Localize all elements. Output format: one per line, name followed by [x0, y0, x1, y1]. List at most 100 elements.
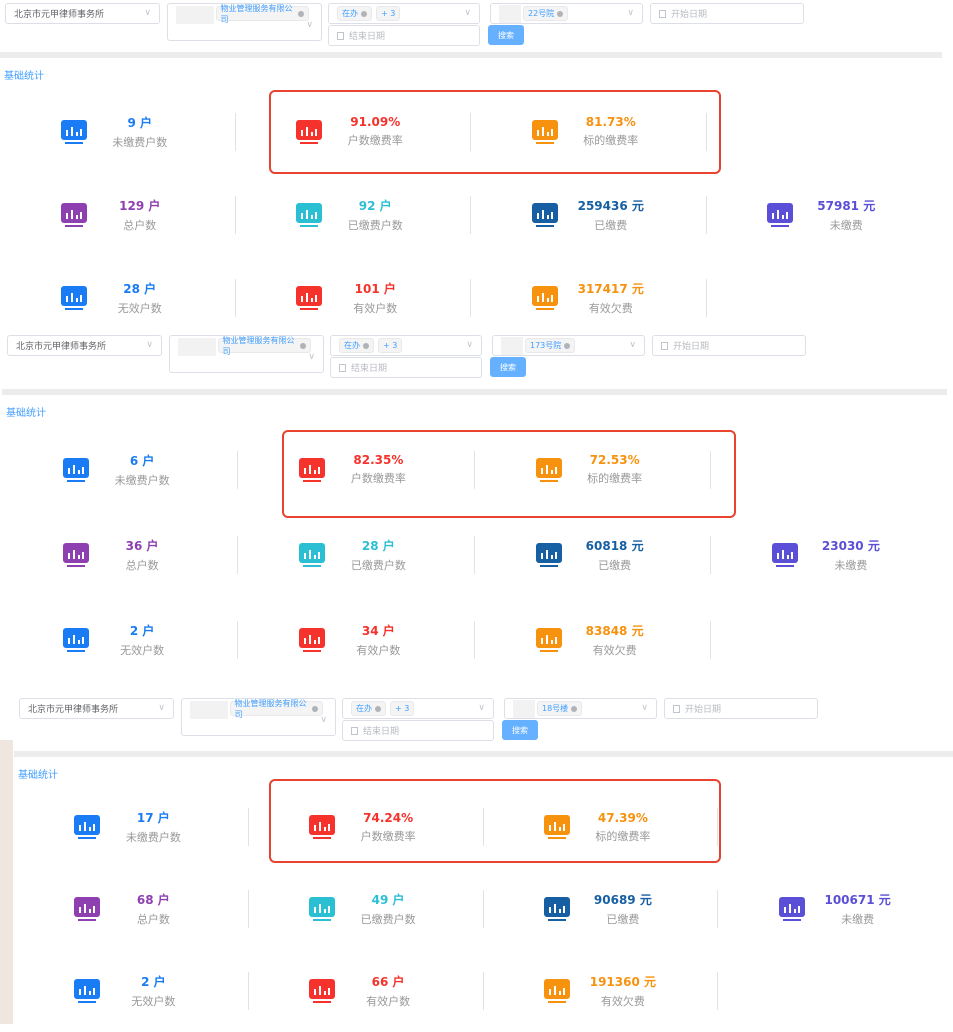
- stat-card: 28 户 无效户数: [0, 256, 236, 339]
- status-select[interactable]: 在办 + 3 ∨: [330, 335, 482, 356]
- stat-value: 91.09%: [350, 115, 401, 129]
- stat-card: 90689 元 已缴费: [484, 868, 719, 950]
- start-date-input[interactable]: 开始日期: [652, 335, 806, 356]
- stat-card: 92 户 已缴费户数: [236, 173, 472, 256]
- company-select[interactable]: 物业管理服务有限公司 ∨: [169, 335, 324, 373]
- stat-value: 90689 元: [593, 893, 652, 907]
- stat-value: 259436 元: [577, 198, 644, 213]
- end-date-input[interactable]: 结束日期: [330, 357, 482, 378]
- bar-chart-monitor-icon: [63, 627, 90, 652]
- close-icon[interactable]: [300, 342, 306, 349]
- chevron-down-icon: ∨: [629, 340, 636, 350]
- stat-value: 17 户: [136, 811, 170, 825]
- highlight-box: [269, 779, 721, 863]
- stat-card: 81.73% 标的缴费率: [471, 90, 707, 173]
- close-icon[interactable]: [557, 10, 564, 17]
- stat-value: 47.39%: [597, 810, 648, 825]
- stat-label: 标的缴费率: [595, 829, 651, 843]
- bar-chart-monitor-icon: [296, 119, 323, 144]
- bar-chart-monitor-icon: [296, 285, 323, 310]
- bar-chart-monitor-icon: [74, 897, 101, 921]
- end-date-input[interactable]: 结束日期: [328, 25, 480, 46]
- bar-chart-monitor-icon: [778, 897, 805, 921]
- empty-cell: [711, 427, 947, 512]
- building-select[interactable]: 173号院 ∨: [492, 335, 645, 356]
- search-button[interactable]: 搜索: [490, 357, 526, 377]
- stats-panel: 北京市元甲律师事务所 ∨ 物业管理服务有限公司 ∨ 在办 + 3 ∨ 结束日期 173号…: [2, 332, 947, 682]
- building-select[interactable]: 22号院 ∨: [490, 3, 643, 24]
- stat-label: 未缴费户数: [114, 473, 170, 487]
- highlight-box: [269, 90, 721, 174]
- chevron-down-icon: ∨: [306, 20, 313, 30]
- stat-label: 无效户数: [117, 301, 162, 315]
- section-title: 基础统计: [6, 408, 46, 419]
- org-select[interactable]: 北京市元甲律师事务所 ∨: [7, 335, 162, 356]
- search-button[interactable]: 搜索: [488, 25, 524, 45]
- stat-value: 83848 元: [585, 623, 644, 638]
- stat-label: 有效户数: [353, 301, 398, 315]
- start-date-input[interactable]: 开始日期: [664, 698, 818, 719]
- chevron-down-icon: ∨: [466, 340, 473, 350]
- stat-label: 未缴费: [829, 218, 863, 232]
- org-select[interactable]: 北京市元甲律师事务所 ∨: [5, 3, 160, 24]
- close-icon[interactable]: [361, 10, 367, 17]
- stat-value: 100671 元: [824, 893, 891, 907]
- end-date-input[interactable]: 结束日期: [342, 720, 494, 741]
- stat-value: 28 户: [123, 281, 157, 296]
- bar-chart-monitor-icon: [60, 285, 87, 310]
- close-icon[interactable]: [312, 705, 318, 712]
- stat-label: 无效户数: [120, 643, 165, 657]
- calendar-icon: [351, 726, 358, 735]
- company-select[interactable]: 物业管理服务有限公司 ∨: [167, 3, 322, 41]
- start-date-input[interactable]: 开始日期: [650, 3, 804, 24]
- stat-value: 66 户: [371, 975, 405, 989]
- stat-label: 户数缴费率: [347, 134, 403, 147]
- empty-cell: [711, 597, 947, 682]
- bar-chart-monitor-icon: [309, 815, 336, 839]
- chevron-down-icon: ∨: [146, 340, 153, 350]
- stat-value: 36 户: [125, 538, 159, 553]
- stat-label: 已缴费: [606, 913, 640, 926]
- close-icon[interactable]: [363, 342, 369, 349]
- stat-value: 28 户: [361, 538, 395, 553]
- close-icon[interactable]: [298, 10, 304, 17]
- stat-label: 总户数: [123, 218, 157, 232]
- stat-value: 6 户: [129, 453, 155, 468]
- stat-card: 28 户 已缴费户数: [238, 512, 475, 597]
- stat-card: 101 户 有效户数: [236, 256, 472, 339]
- stat-value: 92 户: [358, 198, 392, 213]
- stat-value: 60818 元: [585, 538, 644, 553]
- bar-chart-monitor-icon: [60, 119, 87, 144]
- org-select[interactable]: 北京市元甲律师事务所 ∨: [19, 698, 174, 719]
- empty-cell: [707, 90, 943, 173]
- stat-card: 259436 元 已缴费: [471, 173, 707, 256]
- stat-label: 未缴费户数: [125, 831, 181, 844]
- close-icon[interactable]: [564, 342, 571, 349]
- stat-label: 有效欠费: [588, 301, 633, 315]
- calendar-icon: [673, 704, 680, 713]
- stats-grid: 9 户 未缴费户数 91.09% 户数缴费率 81.73% 标的缴费率 129 …: [0, 90, 942, 339]
- status-select[interactable]: 在办 + 3 ∨: [328, 3, 480, 24]
- building-select[interactable]: 18号楼 ∨: [504, 698, 657, 719]
- stat-card: 100671 元 未缴费: [718, 868, 953, 950]
- stat-card: 6 户 未缴费户数: [2, 427, 239, 512]
- bar-chart-monitor-icon: [771, 542, 798, 567]
- company-select[interactable]: 物业管理服务有限公司 ∨: [181, 698, 336, 736]
- bar-chart-monitor-icon: [74, 815, 101, 839]
- stat-label: 未缴费: [834, 558, 868, 572]
- stat-label: 标的缴费率: [587, 472, 643, 485]
- bar-chart-monitor-icon: [63, 542, 90, 567]
- empty-cell: [707, 256, 943, 339]
- filter-bar: 北京市元甲律师事务所 ∨ 物业管理服务有限公司 ∨ 在办 + 3 ∨ 结束日期 173号…: [2, 332, 947, 380]
- close-icon[interactable]: [571, 705, 578, 712]
- status-select[interactable]: 在办 + 3 ∨: [342, 698, 494, 719]
- stat-label: 有效户数: [366, 995, 411, 1008]
- bar-chart-monitor-icon: [535, 542, 562, 567]
- bar-chart-monitor-icon: [767, 202, 794, 227]
- stat-value: 9 户: [127, 115, 153, 130]
- bar-chart-monitor-icon: [543, 815, 570, 839]
- stat-label: 已缴费户数: [350, 558, 406, 572]
- close-icon[interactable]: [375, 705, 381, 712]
- search-button[interactable]: 搜索: [502, 720, 538, 740]
- bar-chart-monitor-icon: [296, 202, 323, 227]
